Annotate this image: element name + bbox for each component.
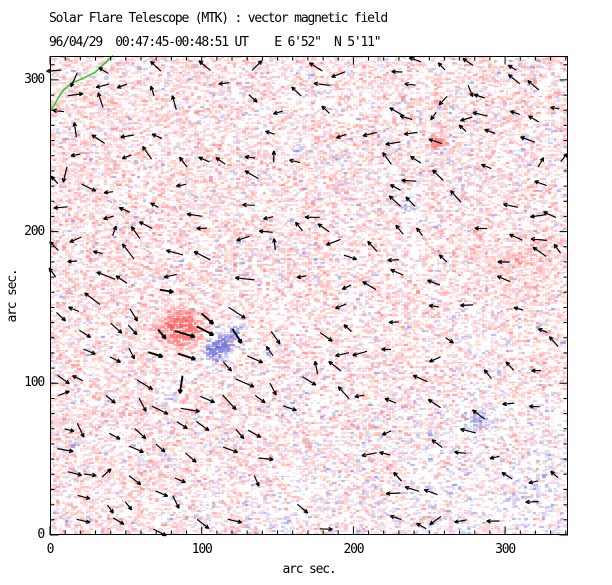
tick-marks [49, 56, 568, 536]
y-tick-label: 0 [37, 527, 45, 542]
y-tick-label: 200 [24, 223, 45, 239]
chart-title: Solar Flare Telescope (MTK) : vector mag… [49, 11, 388, 26]
chart-subtitle: 96/04/29 00:47:45-00:48:51 UT E 6'52" N … [49, 35, 382, 50]
y-tick-label: 300 [24, 71, 45, 87]
limb-curve [49, 55, 114, 111]
x-tick-label: 0 [46, 542, 55, 557]
y-tick-label: 100 [24, 375, 45, 391]
x-tick-label: 300 [495, 542, 516, 557]
x-axis-label: arc sec. [282, 562, 336, 577]
x-tick-label: 100 [191, 542, 213, 557]
vector-arrows-bold [147, 288, 243, 394]
vector-arrows [46, 56, 569, 537]
x-tick-label: 200 [343, 542, 364, 557]
magnetogram-canvas [50, 56, 568, 535]
plot-frame [50, 56, 568, 535]
